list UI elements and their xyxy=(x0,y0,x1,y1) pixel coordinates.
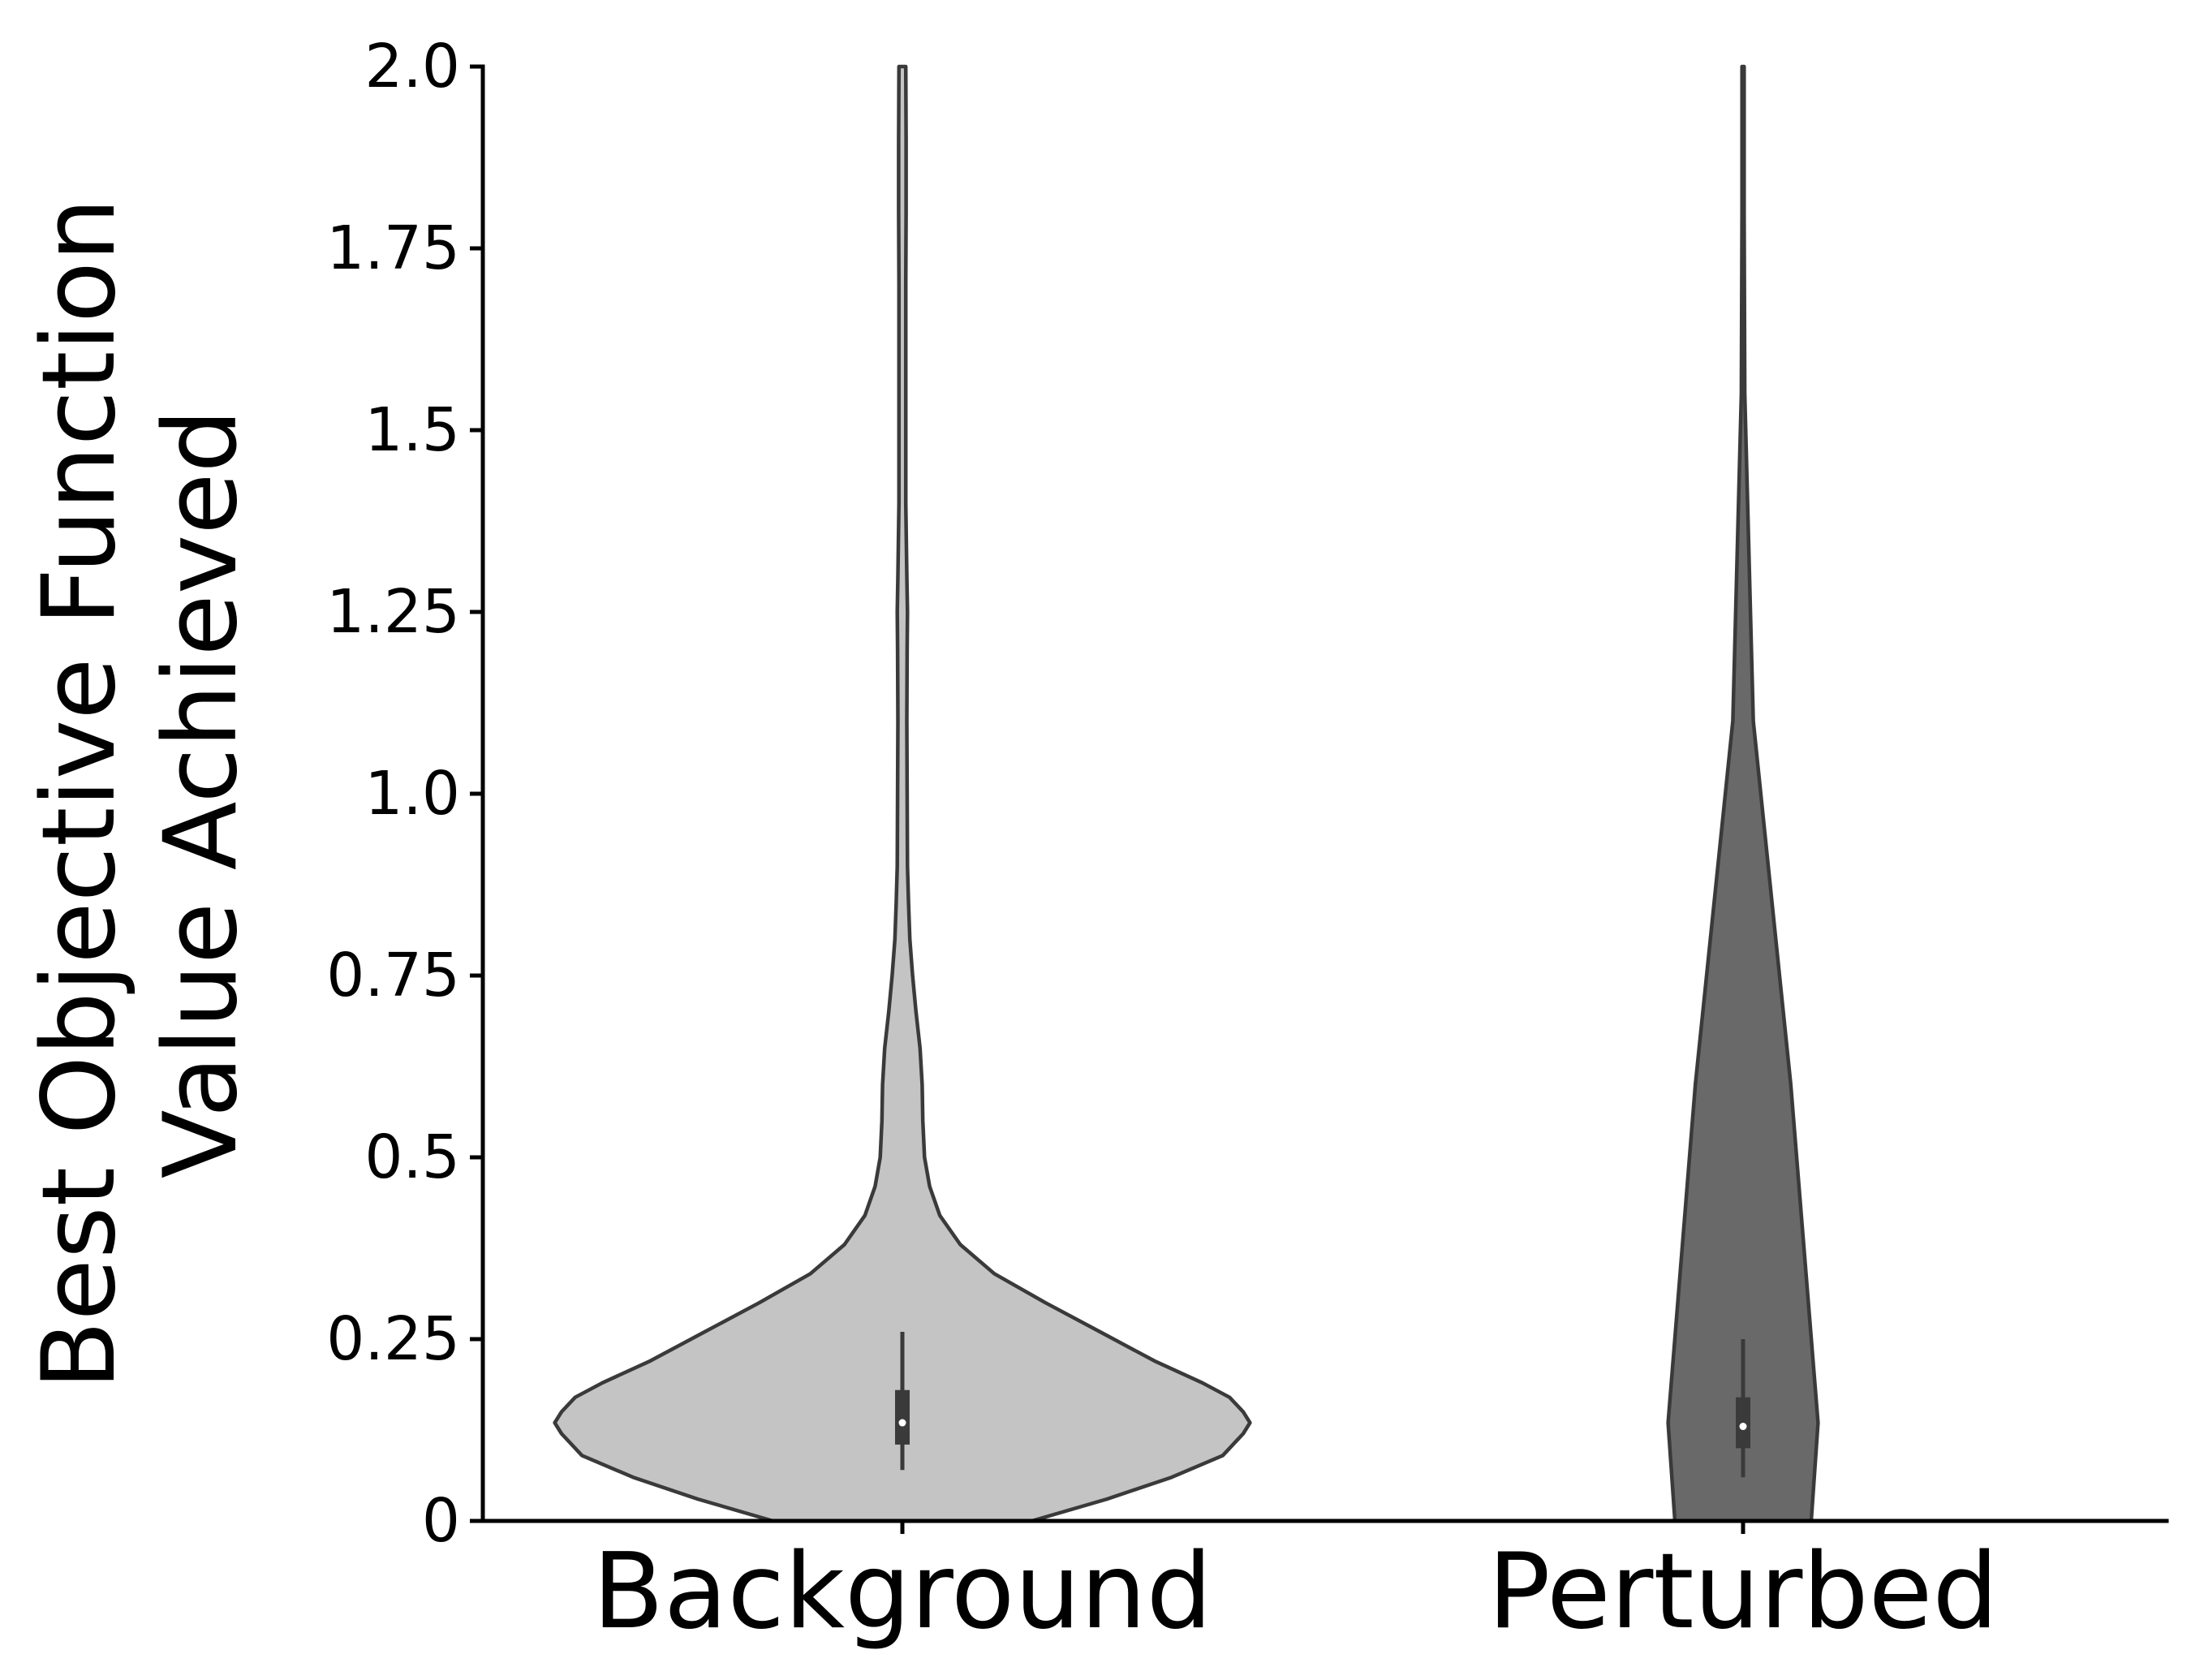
y-tick-label: 1.75 xyxy=(326,213,460,283)
y-tick-label: 0 xyxy=(422,1486,460,1556)
y-tick-label: 2.0 xyxy=(364,32,460,101)
y-tick-label: 0.5 xyxy=(364,1122,460,1192)
y-tick-label: 1.25 xyxy=(326,577,460,647)
median-point-perturbed xyxy=(1739,1423,1747,1431)
violin-perturbed xyxy=(1666,64,1820,1523)
median-point-background xyxy=(898,1419,906,1427)
violins-layer xyxy=(553,64,1820,1523)
y-tick-label: 0.25 xyxy=(326,1304,460,1374)
y-axis-title-line-2: Value Achieved xyxy=(143,409,260,1178)
y-tick-label: 1.5 xyxy=(364,395,460,465)
y-axis-title-line-1: Best Objective Function xyxy=(21,198,138,1390)
violin-background xyxy=(553,64,1252,1523)
x-tick-label-background: Background xyxy=(592,1531,1212,1652)
axes-layer xyxy=(470,64,2169,1534)
y-tick-label: 0.75 xyxy=(326,941,460,1010)
labels-layer: 0 0.25 0.5 0.75 1.0 1.25 1.5 1.75 2.0 Background P… xyxy=(21,32,1999,1652)
iqr-box-background xyxy=(895,1389,910,1445)
x-tick-label-perturbed: Perturbed xyxy=(1487,1531,1998,1652)
y-tick-label: 1.0 xyxy=(364,759,460,829)
